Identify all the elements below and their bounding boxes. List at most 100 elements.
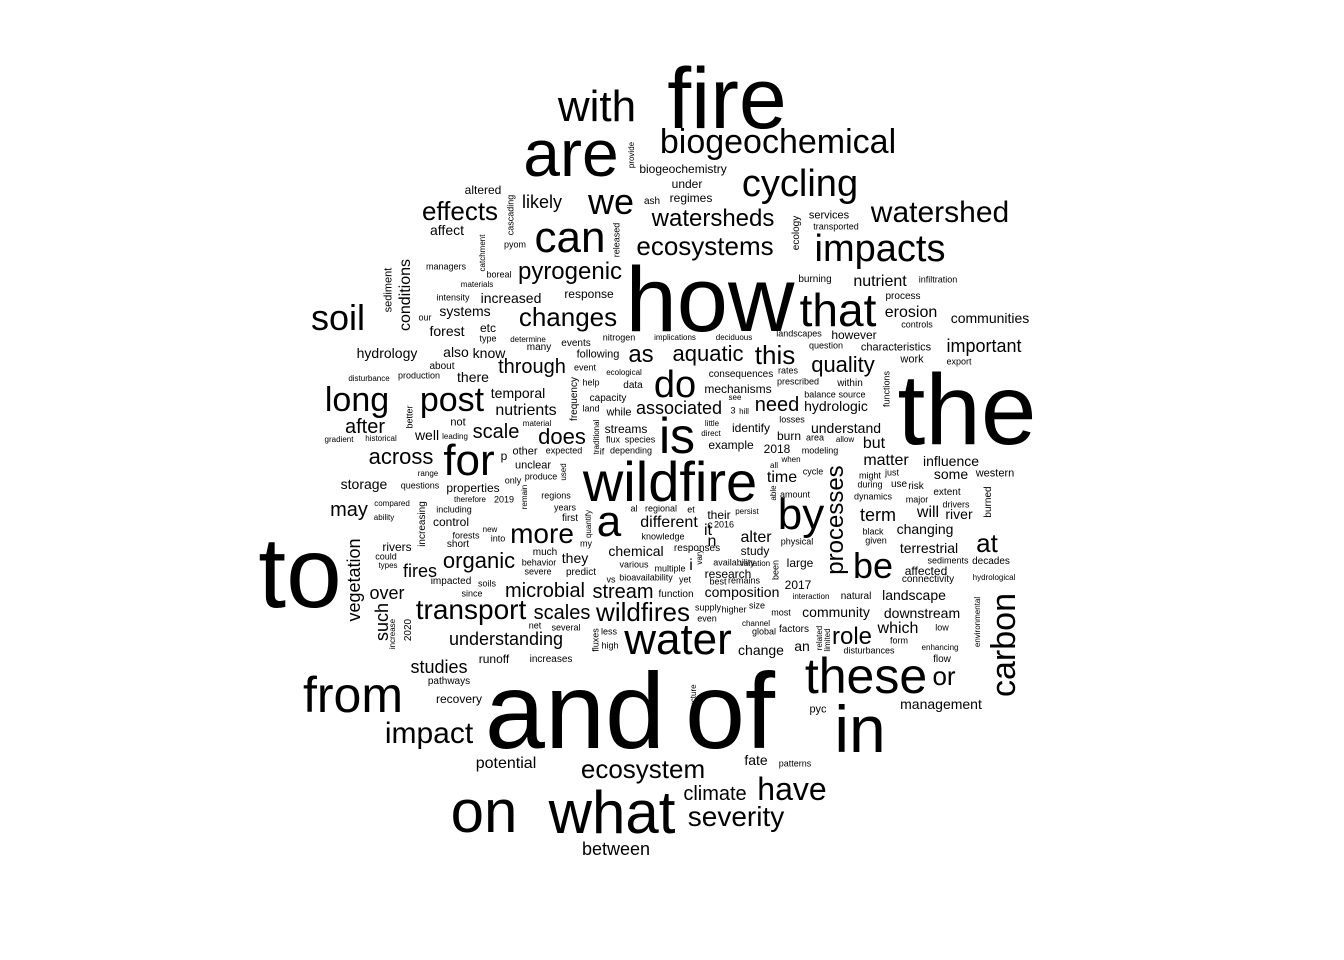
cloud-word-well: well: [414, 427, 440, 443]
cloud-word-downstream: downstream: [883, 605, 961, 621]
cloud-word-vegetation: vegetation: [344, 538, 364, 622]
cloud-word-ecology: ecology: [791, 215, 802, 251]
cloud-word-decades: decades: [972, 556, 1010, 567]
cloud-word-regional: regional: [644, 503, 678, 514]
cloud-word-modeling: modeling: [801, 445, 839, 456]
cloud-word-hydrological: hydrological: [972, 573, 1016, 582]
cloud-word-changes: changes: [518, 302, 618, 332]
cloud-word-losses: losses: [779, 414, 805, 425]
cloud-word-but: but: [862, 435, 886, 452]
cloud-word-have: have: [757, 771, 827, 807]
cloud-word-communities: communities: [950, 310, 1030, 326]
cloud-word-forest: forest: [429, 323, 465, 339]
cloud-word-might: might: [858, 470, 882, 481]
cloud-word-event: event: [573, 362, 597, 373]
cloud-word-control: control: [432, 515, 470, 529]
cloud-word-frequency: frequency: [569, 377, 580, 421]
cloud-word-wildfires: wildfires: [596, 597, 690, 627]
cloud-word-process: process: [885, 291, 921, 302]
cloud-word-change: change: [738, 642, 784, 658]
cloud-word-used: used: [559, 463, 568, 481]
cloud-word-flux: flux: [605, 434, 621, 445]
cloud-word-limited: limited: [823, 628, 832, 652]
cloud-word-systems: systems: [439, 303, 491, 319]
cloud-word-on: on: [450, 778, 518, 845]
cloud-word-many: many: [526, 342, 552, 353]
cloud-word-al: al: [630, 503, 638, 514]
cloud-word-can: can: [534, 213, 606, 262]
cloud-word-depending: depending: [609, 445, 653, 456]
cloud-word-nitrogen: nitrogen: [602, 332, 636, 343]
cloud-word-years: years: [553, 502, 577, 513]
cloud-word-extent: extent: [933, 487, 961, 498]
cloud-word-pyc: pyc: [809, 703, 827, 716]
cloud-word-physical: physical: [780, 536, 814, 547]
cloud-word-time: time: [766, 469, 798, 486]
cloud-word-interaction: interaction: [792, 592, 830, 601]
cloud-word-or: or: [932, 661, 956, 691]
cloud-word-capacity: capacity: [589, 393, 627, 404]
cloud-word-is: is: [658, 408, 696, 464]
cloud-word-understand: understand: [810, 420, 882, 436]
cloud-word-scale: scale: [472, 421, 520, 443]
cloud-word-there: there: [457, 369, 489, 385]
cloud-word-may: may: [330, 499, 368, 521]
cloud-word-impacted: impacted: [430, 576, 472, 587]
cloud-word-different: different: [640, 514, 698, 531]
cloud-word-burning: burning: [798, 274, 832, 285]
cloud-word-terrestrial: terrestrial: [899, 540, 959, 556]
cloud-word-ash: ash: [643, 196, 661, 207]
cloud-word-likely: likely: [521, 192, 563, 212]
cloud-word-multiple: multiple: [654, 563, 686, 574]
cloud-word-behavior: behavior: [521, 557, 557, 568]
cloud-word-we: we: [587, 181, 635, 222]
cloud-word-influence: influence: [922, 453, 980, 469]
cloud-word-study: study: [740, 544, 770, 558]
cloud-word-source: source: [838, 389, 866, 400]
cloud-word-effects: effects: [421, 196, 499, 226]
cloud-word-catchment: catchment: [478, 234, 487, 272]
cloud-word-disturbances: disturbances: [843, 645, 895, 656]
cloud-word-materials: materials: [460, 280, 494, 289]
cloud-word-aquatic: aquatic: [672, 341, 744, 366]
cloud-word-how: how: [625, 249, 795, 351]
cloud-word-events: events: [561, 338, 591, 349]
cloud-word-watershed: watershed: [870, 196, 1010, 229]
cloud-word-regions: regions: [541, 490, 571, 501]
cloud-word-types: types: [378, 561, 398, 570]
cloud-word-organic: organic: [442, 548, 516, 573]
cloud-word-hill: hill: [739, 407, 749, 416]
cloud-word-fluxes: fluxes: [590, 628, 601, 652]
cloud-word-example: example: [708, 438, 754, 452]
cloud-word-hydrologic: hydrologic: [804, 398, 868, 414]
cloud-word-implications: implications: [654, 333, 696, 342]
cloud-word-direct: direct: [701, 429, 721, 438]
cloud-word-runoff: runoff: [478, 652, 510, 666]
cloud-word-been: been: [770, 559, 781, 581]
cloud-word-research: research: [704, 567, 752, 581]
cloud-word-less: less: [600, 626, 618, 637]
cloud-word-biogeochemistry: biogeochemistry: [639, 162, 727, 176]
cloud-word-form: form: [890, 635, 908, 646]
cloud-word-vs: vs: [606, 574, 616, 585]
cloud-word-which: which: [877, 620, 919, 637]
cloud-word-various: various: [619, 559, 649, 570]
cloud-word-long: long: [324, 381, 390, 419]
cloud-word-area: area: [805, 432, 825, 443]
cloud-word-under: under: [671, 177, 703, 191]
cloud-word-mechanisms: mechanisms: [704, 382, 772, 396]
cloud-word-transport: transport: [415, 594, 527, 625]
cloud-word-storage: storage: [340, 476, 388, 492]
cloud-word-identify: identify: [731, 421, 771, 435]
cloud-word-question: question: [808, 340, 844, 351]
cloud-word-et: et: [687, 504, 695, 515]
cloud-word-just: just: [884, 467, 900, 478]
cloud-word-only: only: [504, 475, 522, 486]
cloud-word-be: be: [852, 545, 894, 586]
cloud-word-land: land: [582, 403, 600, 414]
cloud-word-sediment: sediment: [382, 267, 395, 313]
cloud-word-black: black: [862, 526, 884, 537]
cloud-word-post: post: [419, 381, 485, 419]
cloud-word-by: by: [777, 490, 825, 539]
cloud-word-role: role: [831, 623, 873, 650]
